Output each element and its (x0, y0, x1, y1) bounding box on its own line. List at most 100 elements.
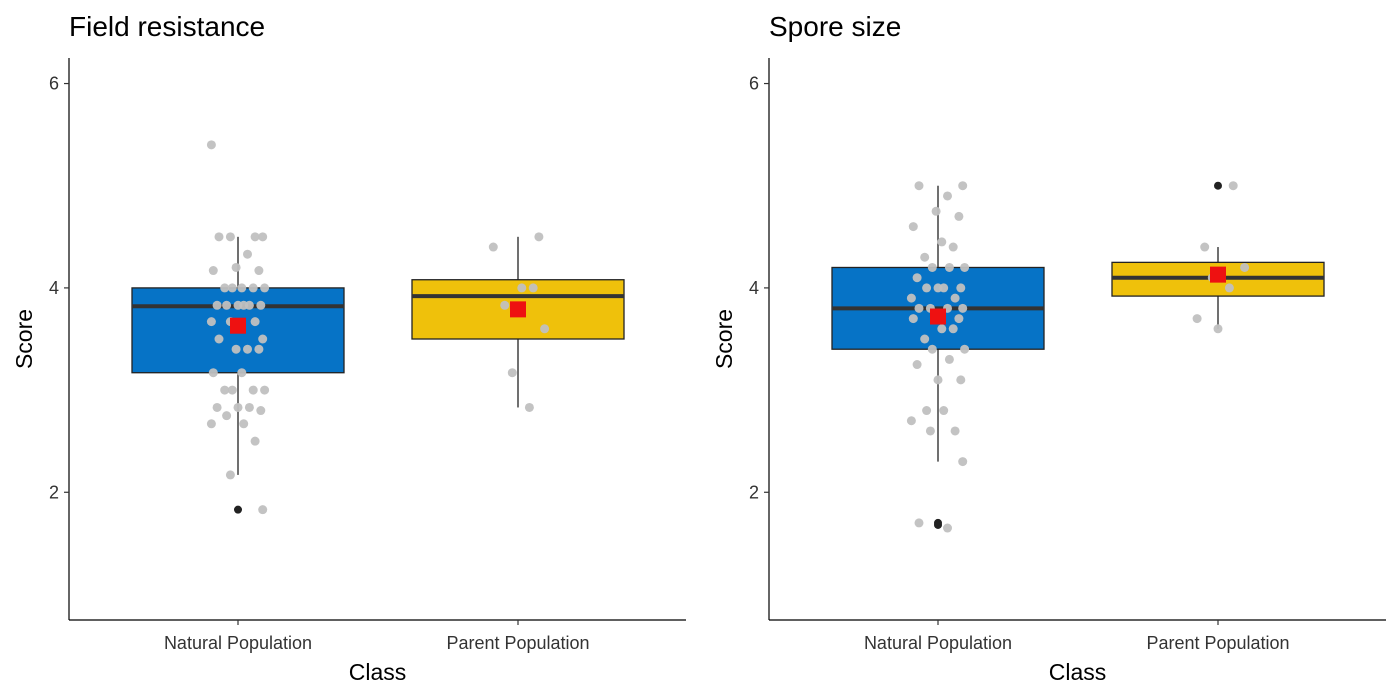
data-point (540, 324, 550, 334)
x-tick-label: Natural Population (164, 633, 312, 653)
y-axis-title: Score (11, 309, 37, 369)
data-point (517, 283, 527, 293)
data-point (524, 402, 534, 412)
data-point (212, 300, 222, 310)
data-point (908, 222, 918, 232)
chart-title: Field resistance (69, 11, 265, 42)
chart-panel-2: Spore size 2 4 6 Natural Population Parent Po… (711, 11, 1386, 685)
data-point (939, 406, 949, 416)
data-point (227, 385, 237, 395)
data-point (954, 211, 964, 221)
data-point (933, 375, 943, 385)
data-point (950, 426, 960, 436)
data-point (1200, 242, 1210, 252)
data-point (906, 416, 916, 426)
data-point (243, 249, 252, 259)
data-point (939, 283, 949, 293)
data-point (254, 266, 264, 276)
data-point (948, 324, 958, 334)
data-point (250, 232, 260, 242)
data-point (927, 262, 937, 272)
data-point (206, 419, 216, 429)
data-point (258, 232, 268, 242)
data-point (956, 375, 966, 385)
y-tick-label: 6 (49, 74, 59, 94)
data-point (233, 402, 243, 412)
data-point (220, 283, 230, 293)
data-point (225, 470, 235, 480)
data-point (931, 206, 941, 216)
data-point (250, 436, 260, 446)
y-tick-label: 2 (749, 482, 759, 502)
mean-marker (930, 308, 946, 325)
x-axis-title: Class (1049, 659, 1107, 685)
x-tick-label: Parent Population (1146, 633, 1289, 653)
data-point (906, 293, 916, 303)
data-point (1192, 314, 1202, 324)
mean-marker (230, 317, 246, 334)
data-point (214, 334, 224, 344)
data-point (958, 457, 968, 467)
data-point (927, 344, 937, 354)
y-tick-label: 4 (49, 278, 59, 298)
data-point (944, 262, 954, 272)
mean-marker (510, 301, 526, 318)
data-point (258, 505, 268, 515)
data-point (960, 344, 970, 354)
data-point (500, 300, 510, 310)
y-tick-label: 2 (49, 482, 59, 502)
data-point (258, 334, 268, 344)
data-point (943, 191, 952, 201)
data-point (231, 262, 241, 272)
data-point (507, 368, 517, 378)
data-point (1224, 283, 1234, 293)
data-point (944, 354, 954, 364)
mean-marker (1210, 266, 1226, 283)
data-point (914, 518, 924, 528)
chart-panel-1: Field resistance 2 4 6 Natural Population Par… (11, 11, 686, 685)
data-point (256, 406, 266, 416)
data-point (1213, 324, 1223, 334)
data-point (212, 402, 222, 412)
data-point (248, 385, 258, 395)
data-point (950, 293, 960, 303)
data-point (239, 419, 249, 429)
data-point (958, 181, 968, 191)
data-point (956, 283, 966, 293)
data-point (922, 283, 932, 293)
x-tick-label: Parent Population (446, 633, 589, 653)
data-point (260, 283, 270, 293)
data-point (914, 181, 924, 191)
data-point (943, 523, 952, 533)
data-point (206, 317, 216, 327)
data-point (206, 140, 216, 150)
outlier-point (934, 520, 942, 529)
data-point (908, 314, 918, 324)
data-point (239, 300, 249, 310)
outlier-point (1214, 181, 1222, 190)
data-point (208, 368, 218, 378)
data-point (958, 303, 968, 313)
data-point (243, 344, 252, 354)
data-point (227, 283, 237, 293)
data-point (231, 344, 241, 354)
data-point (222, 411, 232, 421)
data-point (222, 300, 232, 310)
data-point (225, 232, 235, 242)
y-tick-label: 4 (749, 278, 759, 298)
data-point (914, 303, 924, 313)
data-point (214, 232, 224, 242)
data-point (256, 300, 266, 310)
data-point (912, 360, 922, 370)
data-point (912, 273, 922, 283)
data-point (1228, 181, 1238, 191)
data-point (254, 344, 264, 354)
data-point (925, 426, 935, 436)
data-point (250, 317, 260, 327)
data-point (237, 368, 247, 378)
data-point (208, 266, 218, 276)
y-axis-title: Score (711, 309, 737, 369)
data-point (954, 314, 964, 324)
data-point (534, 232, 544, 242)
